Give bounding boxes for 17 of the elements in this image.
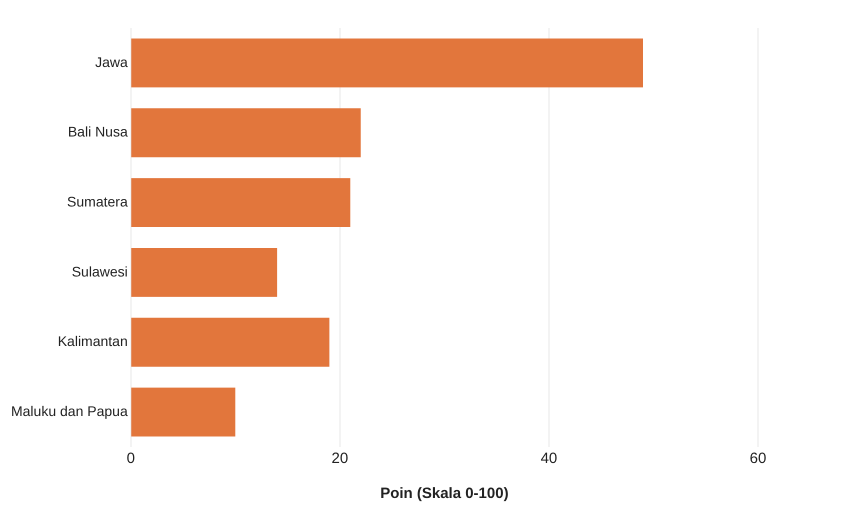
y-tick-label: Maluku dan Papua [10, 402, 128, 419]
bar [131, 38, 644, 88]
x-tick-label: 0 [126, 450, 135, 468]
bar [131, 318, 330, 367]
x-tick-label: 40 [540, 450, 558, 468]
y-tick-label: Jawa [95, 54, 128, 70]
y-tick-label: Sumatera [67, 193, 128, 210]
x-tick-label: 60 [750, 450, 766, 468]
bar [131, 248, 278, 297]
x-tick-label: 20 [331, 450, 348, 468]
y-tick-label: Bali Nusa [68, 124, 128, 140]
bar [131, 108, 361, 158]
bar [131, 178, 350, 228]
y-tick-label: Kalimantan [58, 333, 128, 350]
bar [131, 388, 236, 437]
y-tick-label: Sulawesi [72, 263, 128, 280]
x-axis-title: Poin (Skala 0-100) [380, 485, 509, 502]
